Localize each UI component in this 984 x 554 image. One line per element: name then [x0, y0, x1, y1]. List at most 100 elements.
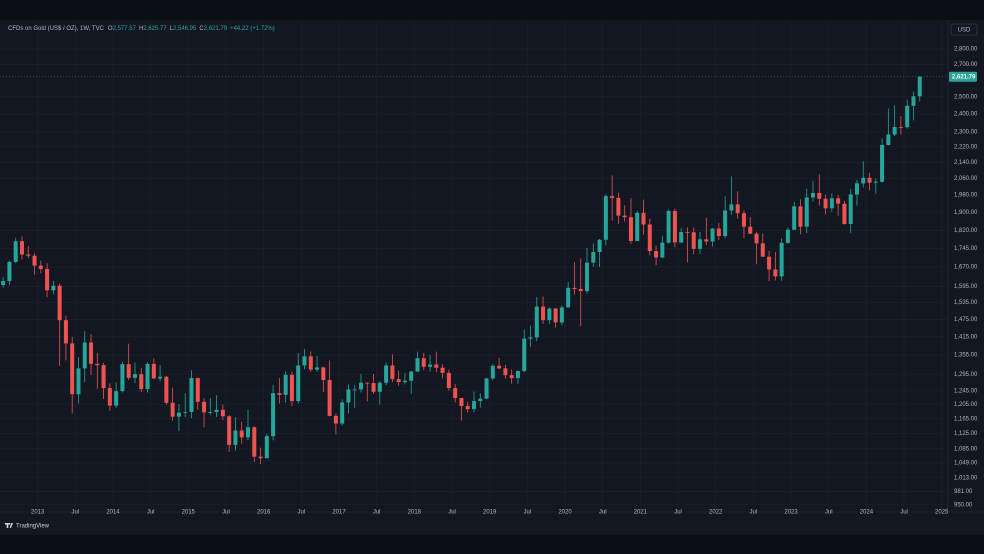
x-tick-label: Jul	[222, 510, 230, 516]
y-tick-label: 2,300.00	[954, 130, 978, 136]
candle-body	[57, 285, 62, 321]
candle-body	[616, 197, 621, 216]
candle-body	[189, 378, 194, 412]
candle-body	[723, 210, 728, 237]
candle-body	[760, 243, 765, 257]
candle-body	[748, 226, 753, 234]
candle-body	[654, 251, 659, 258]
y-tick-label: 1,013.00	[954, 475, 978, 481]
candle-body	[245, 427, 250, 438]
candle-body	[861, 177, 866, 184]
candle-body	[798, 206, 803, 227]
candle-body	[13, 241, 18, 262]
candle-body	[208, 411, 213, 413]
ohlc-value: 2,577.57	[113, 26, 137, 32]
candle-body	[296, 365, 301, 402]
candle-body	[139, 374, 144, 390]
candle-body	[911, 96, 916, 106]
candle-body	[829, 198, 834, 209]
candle-body	[446, 372, 451, 389]
x-tick-label: Jul	[900, 510, 908, 516]
candle-body	[785, 229, 790, 243]
candle-body	[390, 365, 395, 380]
candle-body	[358, 382, 364, 390]
candle-body	[176, 412, 181, 417]
x-tick-label: 2020	[558, 510, 572, 516]
candle-body	[848, 194, 853, 224]
candle-body	[478, 398, 483, 402]
candle-body	[804, 197, 809, 227]
candle-body	[145, 363, 150, 390]
candle-body	[114, 391, 119, 406]
candle-body	[371, 383, 376, 392]
brand: TradingView	[16, 524, 50, 530]
candle-body	[421, 358, 426, 367]
candle-body	[76, 368, 81, 395]
candle-body	[515, 370, 520, 379]
y-tick-label: 1,475.00	[954, 317, 978, 323]
candle-body	[151, 363, 156, 379]
candle-body	[352, 389, 357, 391]
candle-body	[63, 320, 68, 344]
candle-body	[509, 375, 514, 379]
x-tick-label: 2023	[784, 510, 798, 516]
candle-body	[559, 307, 564, 323]
candle-body	[672, 210, 677, 243]
candle-body	[817, 192, 822, 199]
candle-body	[333, 415, 338, 424]
x-tick-label: 2015	[182, 510, 196, 516]
candle-body	[628, 217, 633, 241]
candle-body	[7, 261, 12, 282]
legend-header: CFDs on Gold (US$ / OZ), 1W, TVC O2,577.5…	[8, 26, 275, 32]
candle-body	[440, 367, 445, 373]
candle-body	[842, 203, 847, 224]
ohlc-key: L	[170, 26, 174, 32]
candle-body	[503, 368, 508, 376]
candle-body	[735, 204, 740, 214]
x-tick-label: Jul	[147, 510, 155, 516]
y-tick-label: 1,670.00	[954, 265, 978, 271]
candle-body	[660, 242, 665, 258]
candle-body	[867, 177, 872, 183]
candle-body	[126, 364, 131, 378]
x-tick-label: 2014	[106, 510, 120, 516]
candle-body	[886, 134, 891, 145]
y-tick-label: 1,535.00	[954, 300, 978, 306]
y-tick-label: 1,085.00	[954, 446, 978, 452]
candle-body	[892, 127, 897, 135]
candle-body	[484, 378, 489, 399]
candle-body	[490, 365, 495, 379]
x-tick-label: Jul	[599, 510, 607, 516]
candle-body	[741, 213, 746, 227]
candle-body	[271, 393, 276, 437]
candle-body	[854, 183, 859, 195]
candle-body	[434, 364, 439, 368]
x-tick-label: Jul	[72, 510, 80, 516]
x-tick-label: 2021	[634, 510, 648, 516]
currency-box[interactable]	[950, 23, 978, 36]
candle-body	[377, 382, 382, 392]
candle-body	[283, 374, 288, 395]
candle-body	[716, 228, 721, 237]
price-tag-label: 2,621.79	[952, 74, 976, 80]
candle-body	[340, 402, 345, 424]
candle-body	[679, 232, 684, 243]
candle-body	[415, 358, 420, 372]
candle-body	[610, 196, 615, 198]
candle-body	[38, 265, 43, 269]
candle-body	[917, 76, 922, 97]
candle-body	[277, 393, 282, 395]
y-tick-label: 1,820.00	[954, 228, 978, 234]
symbol: CFDs on Gold (US$ / OZ), 1W, TVC	[8, 26, 105, 32]
candle-body	[566, 287, 571, 308]
candle-body	[691, 232, 696, 249]
y-tick-label: 1,165.00	[954, 416, 978, 422]
ohlc-value: 2,625.77	[143, 26, 167, 32]
candle-body	[183, 411, 188, 413]
y-tick-label: 1,049.00	[954, 461, 978, 467]
candle-body	[578, 288, 583, 292]
candle-body	[905, 105, 910, 128]
currency[interactable]: USD	[958, 28, 971, 34]
x-tick-label: 2018	[408, 510, 422, 516]
